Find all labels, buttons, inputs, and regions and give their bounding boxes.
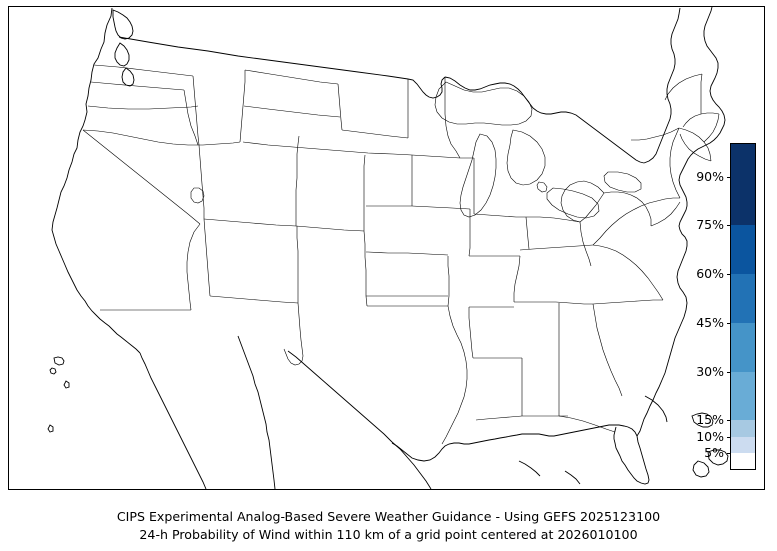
caption-line-2: 24-h Probability of Wind within 110 km o… (139, 526, 638, 542)
colorbar-tick-10 (727, 436, 731, 438)
great-lakes-layer (435, 82, 641, 218)
colorbar-band-45-60 (731, 274, 755, 323)
colorbar-tick-label-60: 60% (696, 265, 724, 281)
map-axes (8, 6, 765, 490)
colorbar[interactable]: 90% 75% 60% 45% 30% 15% 10% 5% (696, 143, 756, 470)
colorbar-tick-60 (727, 274, 731, 275)
colorbar-tick-label-10: 10% (696, 428, 724, 444)
colorbar-band-5-10 (731, 436, 755, 453)
us-map (8, 6, 765, 490)
colorbar-tick-label-90: 90% (696, 168, 724, 184)
caption-line-1: CIPS Experimental Analog-Based Severe We… (116, 509, 661, 524)
colorbar-tick-label-5: 5% (704, 444, 724, 460)
colorbar-tick-15 (727, 420, 731, 422)
figure-caption: CIPS Experimental Analog-Based Severe We… (0, 508, 777, 543)
colorbar-tick-45 (727, 322, 731, 324)
colorbar-band-10-15 (731, 420, 755, 437)
colorbar-tick-5 (727, 452, 731, 454)
colorbar-tick-30 (727, 371, 731, 373)
state-boundaries-layer (83, 65, 719, 444)
colorbar-tick-75 (727, 225, 731, 227)
colorbar-tick-label-15: 15% (696, 412, 724, 427)
colorbar-band-15-30 (731, 371, 755, 421)
colorbar-tick-label-30: 30% (696, 363, 724, 379)
coastline-layer (48, 7, 728, 489)
colorbar-tick-label-45: 45% (696, 314, 724, 330)
colorbar-band-60-75 (731, 225, 755, 274)
colorbar-band-75-100 (731, 144, 755, 226)
colorbar-band-0-5 (731, 452, 755, 469)
colorbar-band-30-45 (731, 322, 755, 372)
colorbar-tick-label-75: 75% (696, 217, 724, 232)
colorbar-tick-90 (727, 176, 731, 178)
